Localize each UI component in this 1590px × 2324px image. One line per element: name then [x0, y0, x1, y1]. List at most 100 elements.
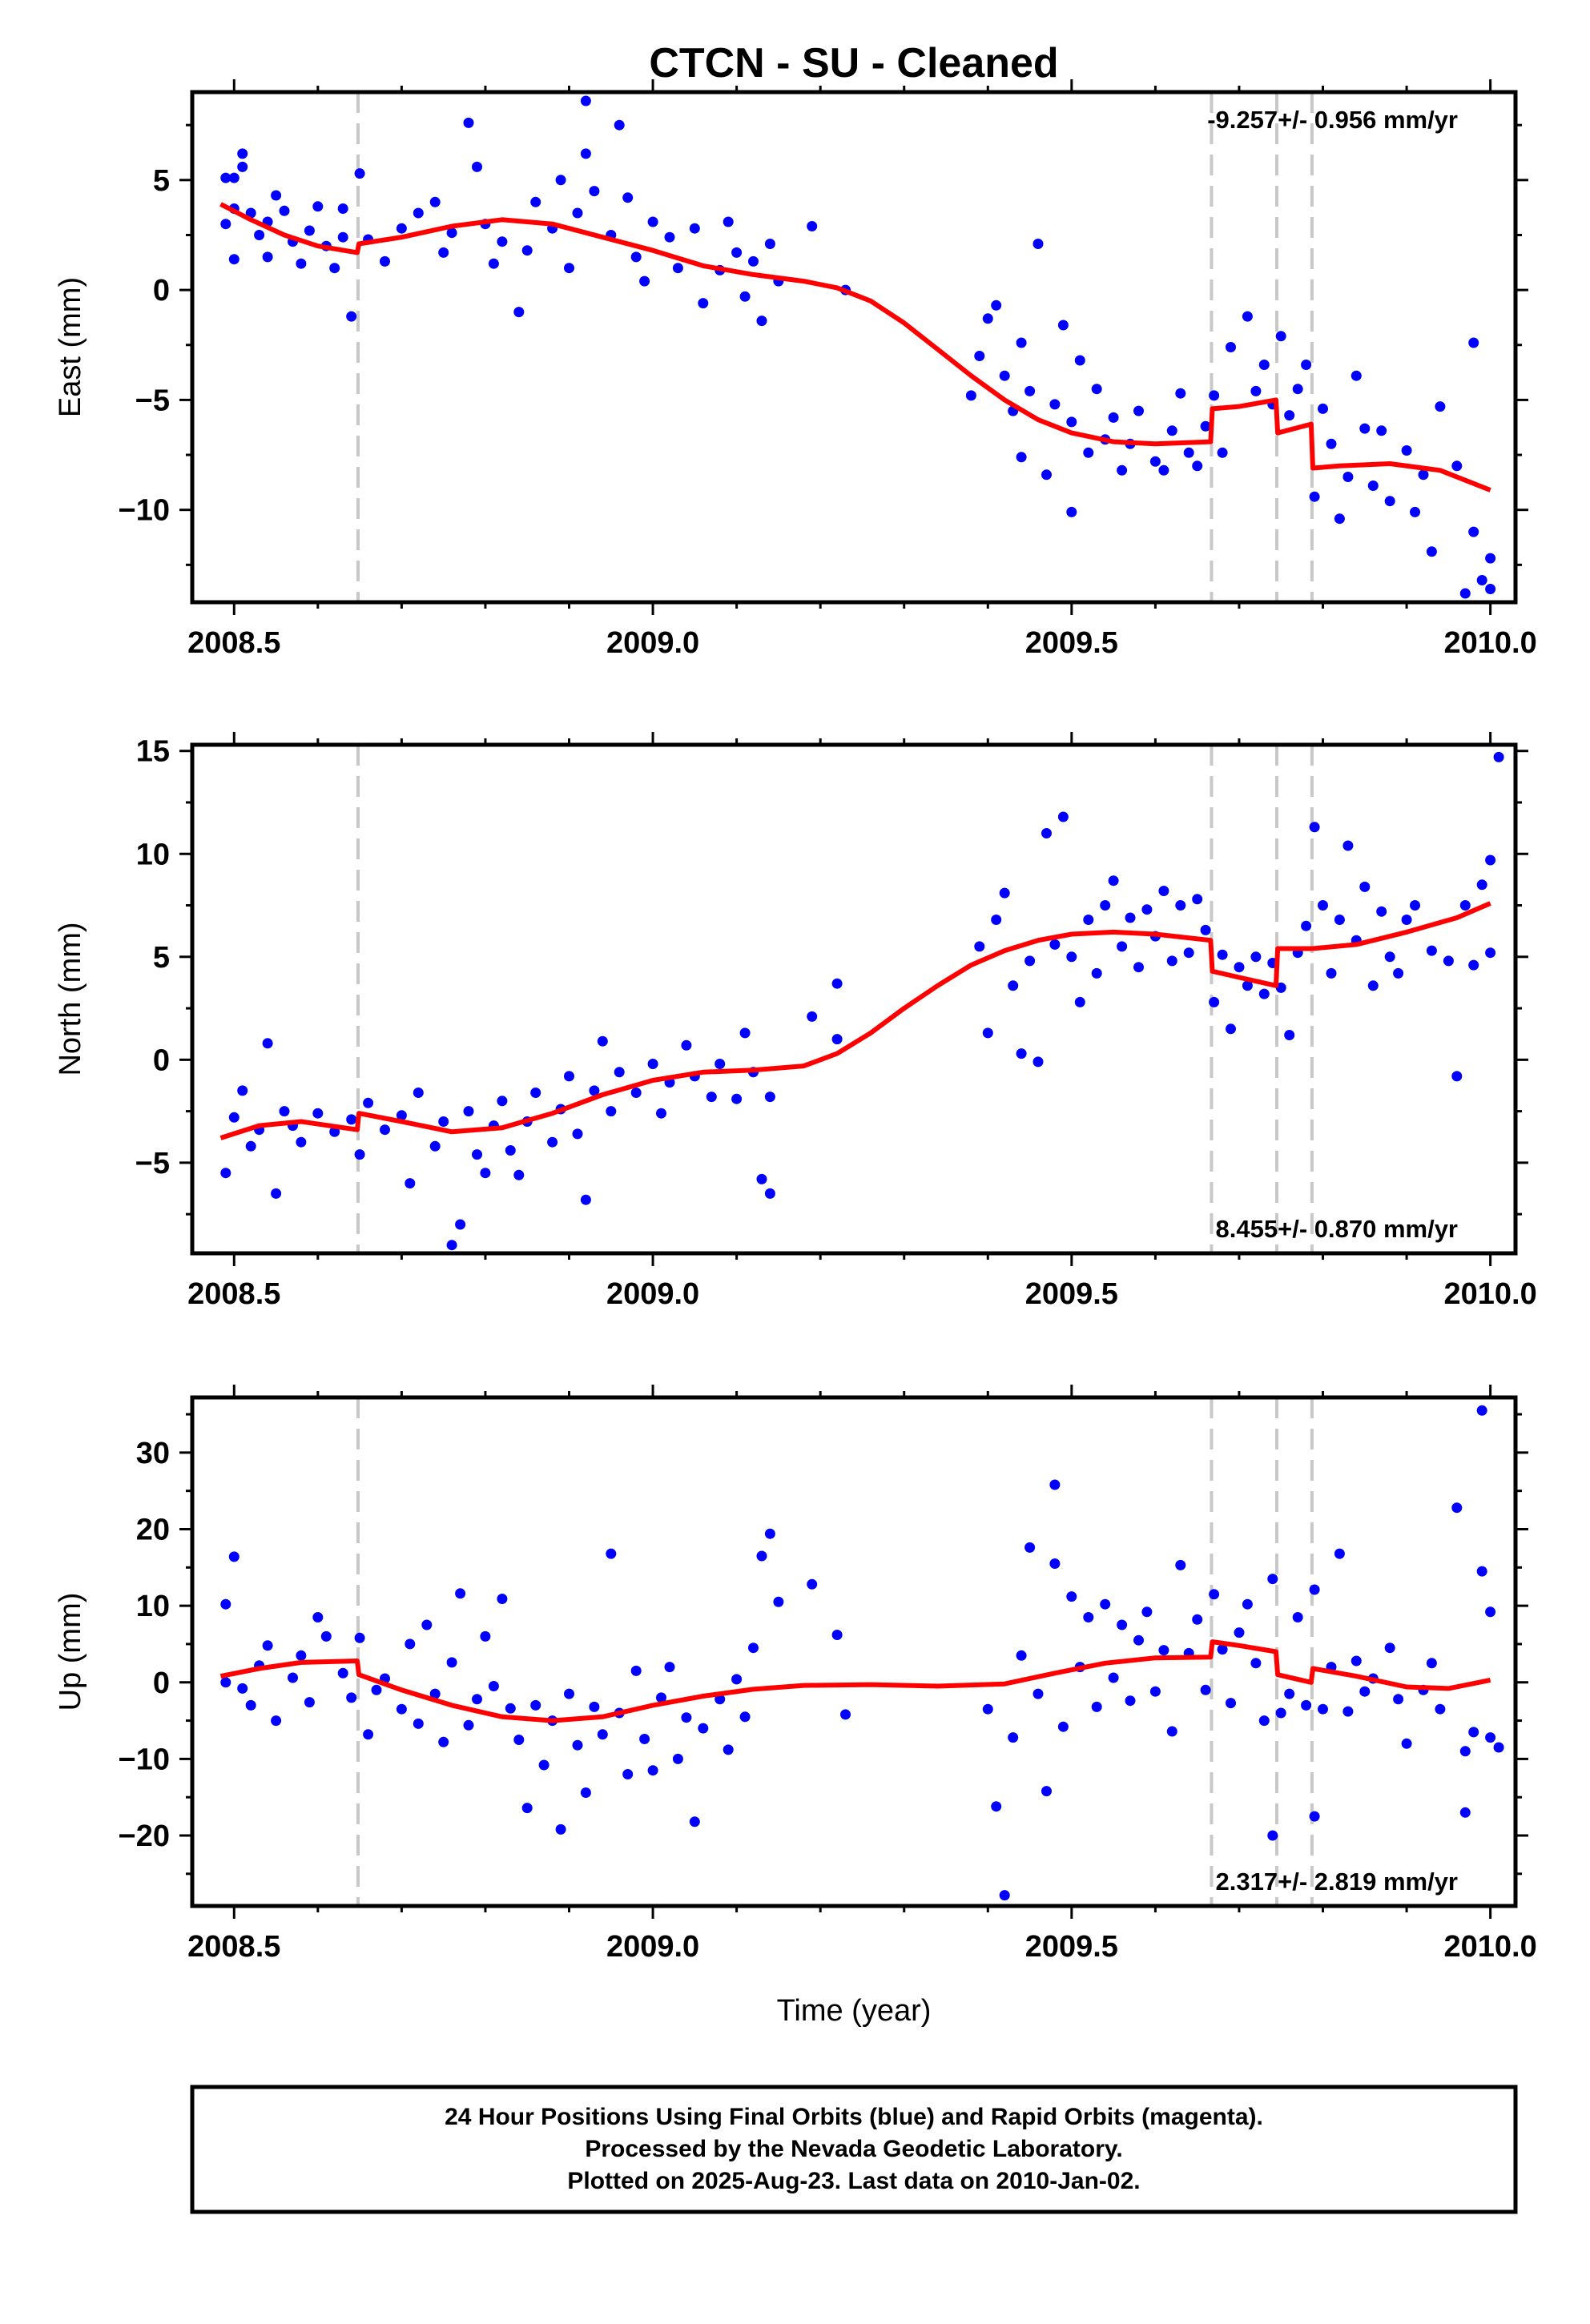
north-data-point — [564, 1071, 574, 1082]
east-data-point — [220, 219, 231, 230]
north-data-point — [237, 1085, 248, 1096]
up-data-point — [1284, 1688, 1295, 1699]
east-data-point — [1049, 399, 1061, 410]
east-data-point — [1016, 452, 1027, 463]
up-data-point — [1016, 1650, 1027, 1661]
north-data-point — [1284, 1030, 1295, 1040]
north-x-tick-label: 2009.5 — [1025, 1277, 1118, 1311]
east-plot-frame — [190, 90, 1518, 605]
north-data-point — [706, 1092, 717, 1103]
up-data-point — [538, 1759, 549, 1771]
north-data-point — [346, 1114, 357, 1125]
north-fit-line — [219, 901, 1491, 1140]
up-data-point — [589, 1701, 600, 1712]
up-data-point — [429, 1688, 441, 1699]
up-data-point — [371, 1684, 382, 1695]
up-data-point — [1209, 1589, 1220, 1600]
east-data-point — [1318, 403, 1328, 414]
east-data-point — [555, 175, 566, 186]
north-data-point — [1049, 939, 1061, 950]
east-data-point — [337, 231, 348, 243]
east-data-point — [463, 117, 474, 128]
east-data-point — [1418, 469, 1429, 480]
east-data-point — [1401, 445, 1412, 456]
north-data-point — [1426, 945, 1437, 956]
up-data-point — [1049, 1479, 1061, 1490]
up-data-point — [396, 1703, 407, 1715]
east-data-point — [380, 255, 390, 267]
north-x-tick-label: 2010.0 — [1444, 1277, 1537, 1311]
east-data-point — [1376, 425, 1387, 436]
east-data-point — [1258, 360, 1270, 370]
up-data-point — [1166, 1726, 1177, 1737]
up-data-point — [312, 1612, 324, 1622]
north-data-point — [739, 1027, 751, 1039]
north-data-point — [1258, 988, 1270, 999]
north-data-point — [1309, 822, 1320, 833]
east-data-point — [1209, 390, 1220, 401]
east-data-point — [228, 254, 240, 265]
east-data-point — [965, 390, 976, 401]
north-data-point — [1459, 900, 1471, 911]
east-data-point — [991, 300, 1002, 311]
up-data-point — [1192, 1614, 1203, 1625]
up-data-point — [513, 1735, 525, 1745]
east-data-point — [1435, 401, 1446, 412]
up-data-point — [689, 1816, 700, 1827]
east-data-point — [1384, 496, 1395, 507]
east-data-point — [1459, 588, 1471, 599]
up-data-point — [421, 1619, 433, 1630]
up-data-point — [1309, 1811, 1320, 1822]
up-data-point — [1301, 1699, 1312, 1711]
north-data-point — [1100, 900, 1111, 911]
north-data-point — [1485, 947, 1496, 959]
north-data-point — [296, 1136, 307, 1148]
east-data-point — [756, 316, 767, 327]
north-data-point — [1166, 955, 1177, 967]
east-data-point — [1149, 456, 1161, 467]
east-data-point — [245, 207, 256, 219]
north-x-tick-label: 2008.5 — [187, 1277, 280, 1311]
north-panel: 2008.5 2009.0 2009.5 2010.0 −5 0 5 10 15 North (m… — [54, 732, 1537, 1311]
up-data-point — [1032, 1688, 1044, 1699]
up-data-point — [1158, 1645, 1169, 1656]
north-data-point — [1401, 915, 1412, 925]
up-data-point — [354, 1632, 365, 1643]
north-data-point — [572, 1128, 583, 1140]
north-data-point — [1443, 955, 1454, 967]
north-data-point — [1183, 947, 1194, 959]
up-data-point — [1100, 1598, 1111, 1610]
east-data-point — [296, 258, 307, 269]
north-y-tick-label: 15 — [136, 735, 170, 769]
north-data-point — [220, 1168, 231, 1179]
up-data-point — [1141, 1606, 1153, 1618]
north-data-point — [547, 1136, 558, 1148]
east-data-point — [1309, 491, 1320, 502]
east-y-axis-title: East (mm) — [54, 277, 87, 417]
east-data-point — [1367, 480, 1379, 491]
up-data-point — [639, 1734, 650, 1744]
up-data-point — [1275, 1707, 1286, 1719]
up-data-point — [296, 1650, 307, 1661]
east-x-tick-label: 2009.5 — [1025, 626, 1118, 660]
east-data-point — [1342, 472, 1354, 482]
east-fit-line — [219, 202, 1491, 493]
up-data-point — [521, 1803, 533, 1814]
east-data-point — [262, 251, 273, 263]
up-data-point — [672, 1753, 683, 1764]
up-data-point — [1133, 1634, 1144, 1646]
up-data-point — [572, 1739, 583, 1751]
north-data-point — [647, 1059, 658, 1069]
up-data-point — [1350, 1655, 1362, 1667]
up-data-point — [1117, 1619, 1128, 1630]
north-x-tick-label: 2009.0 — [606, 1277, 699, 1311]
up-data-point — [1476, 1405, 1487, 1416]
up-data-point — [1342, 1706, 1354, 1717]
up-x-tick-label: 2008.5 — [187, 1930, 280, 1964]
east-y-tick-label: 0 — [153, 274, 170, 308]
east-y-tick-label: −5 — [135, 384, 170, 417]
up-y-tick-label: 0 — [153, 1667, 170, 1700]
east-data-point — [1041, 469, 1052, 480]
